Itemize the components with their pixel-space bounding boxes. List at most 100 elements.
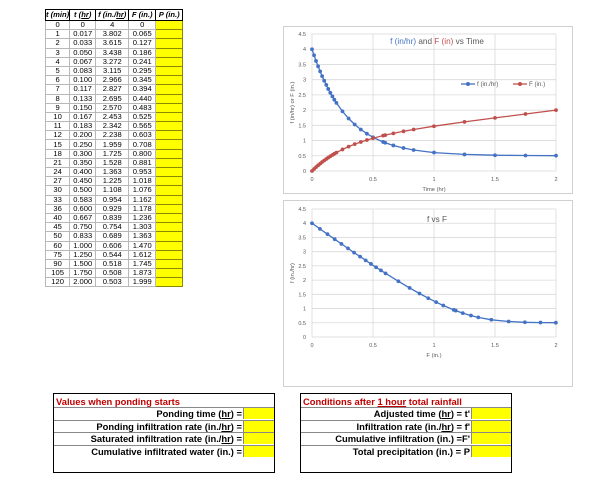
cell-P[interactable]	[155, 157, 184, 169]
cell-P[interactable]	[155, 249, 184, 260]
total-precipitation-cell[interactable]	[471, 445, 511, 457]
cell-P[interactable]	[155, 194, 184, 205]
cell-P[interactable]	[155, 212, 184, 224]
cell-f[interactable]: 0.839	[95, 212, 130, 224]
cell-t-min[interactable]: 9	[44, 102, 71, 113]
cell-f[interactable]: 0.606	[95, 240, 130, 251]
cell-F[interactable]: 0.953	[128, 166, 157, 178]
cell-F[interactable]: 1.303	[128, 222, 157, 233]
cell-f[interactable]: 1.528	[95, 157, 130, 169]
cumulative-infiltration-cell[interactable]	[471, 433, 511, 444]
cell-f[interactable]: 3.802	[95, 29, 130, 40]
cell-F[interactable]: 1.018	[128, 176, 157, 187]
cell-F[interactable]: 0.241	[128, 56, 157, 67]
cell-P[interactable]	[155, 240, 184, 251]
cell-F[interactable]: 1.076	[128, 185, 157, 196]
cell-t-min[interactable]: 24	[44, 166, 71, 178]
header-P[interactable]: P (in.)	[155, 9, 184, 21]
cell-P[interactable]	[155, 56, 184, 67]
cell-P[interactable]	[155, 47, 184, 58]
cell-P[interactable]	[155, 148, 184, 159]
cell-f[interactable]: 3.272	[95, 56, 130, 67]
cell-f[interactable]: 0.754	[95, 222, 130, 233]
cell-f[interactable]: 3.438	[95, 47, 130, 58]
cell-t-hr[interactable]: 0.033	[69, 38, 97, 49]
cell-t-min[interactable]: 21	[44, 157, 71, 169]
cell-t-min[interactable]: 60	[44, 240, 71, 251]
cell-f[interactable]: 2.570	[95, 102, 130, 113]
cell-P[interactable]	[155, 19, 184, 31]
cell-t-hr[interactable]: 0.350	[69, 157, 97, 169]
cell-f[interactable]: 0.518	[95, 258, 130, 270]
cell-f[interactable]: 0.929	[95, 203, 130, 214]
cell-t-hr[interactable]: 2.000	[69, 277, 97, 288]
cell-t-hr[interactable]: 0.500	[69, 185, 97, 196]
cell-t-hr[interactable]: 1.500	[69, 258, 97, 270]
cell-t-hr[interactable]: 0.400	[69, 166, 97, 178]
cell-f[interactable]: 2.966	[95, 75, 130, 86]
saturated-rate-cell[interactable]	[243, 433, 274, 444]
cell-t-min[interactable]: 75	[44, 249, 71, 260]
cell-f[interactable]: 2.238	[95, 130, 130, 141]
cell-t-min[interactable]: 4	[44, 56, 71, 67]
cell-t-hr[interactable]: 0.667	[69, 212, 97, 224]
cell-f[interactable]: 0.689	[95, 231, 130, 242]
cell-P[interactable]	[155, 203, 184, 214]
cell-F[interactable]: 0.881	[128, 157, 157, 169]
cell-t-hr[interactable]: 1.000	[69, 240, 97, 251]
cell-P[interactable]	[155, 258, 184, 270]
header-f[interactable]: f (in./hr)	[95, 9, 130, 21]
cell-F[interactable]: 0	[128, 19, 157, 31]
cell-F[interactable]: 1.236	[128, 212, 157, 224]
cell-t-min[interactable]: 33	[44, 194, 71, 205]
cell-F[interactable]: 0.065	[128, 29, 157, 40]
cell-t-min[interactable]: 105	[44, 268, 71, 279]
cell-P[interactable]	[155, 38, 184, 49]
cell-t-hr[interactable]: 0.083	[69, 65, 97, 77]
cell-F[interactable]: 1.999	[128, 277, 157, 288]
cell-t-hr[interactable]: 1.750	[69, 268, 97, 279]
cell-t-hr[interactable]: 0.183	[69, 121, 97, 132]
cell-P[interactable]	[155, 166, 184, 178]
cell-P[interactable]	[155, 139, 184, 150]
cell-t-min[interactable]: 50	[44, 231, 71, 242]
cell-P[interactable]	[155, 93, 184, 104]
cell-F[interactable]: 1.745	[128, 258, 157, 270]
cell-t-hr[interactable]: 0.200	[69, 130, 97, 141]
cell-P[interactable]	[155, 65, 184, 77]
cell-F[interactable]: 1.363	[128, 231, 157, 242]
cell-t-hr[interactable]: 0.583	[69, 194, 97, 205]
cell-f[interactable]: 2.342	[95, 121, 130, 132]
cell-P[interactable]	[155, 130, 184, 141]
cell-t-min[interactable]: 5	[44, 65, 71, 77]
cell-f[interactable]: 0.508	[95, 268, 130, 279]
cell-f[interactable]: 1.225	[95, 176, 130, 187]
cell-t-hr[interactable]: 0.050	[69, 47, 97, 58]
cell-P[interactable]	[155, 84, 184, 95]
cell-t-min[interactable]: 10	[44, 111, 71, 123]
cell-F[interactable]: 0.345	[128, 75, 157, 86]
cell-t-min[interactable]: 36	[44, 203, 71, 214]
cell-t-min[interactable]: 6	[44, 75, 71, 86]
cell-P[interactable]	[155, 29, 184, 40]
cell-f[interactable]: 2.695	[95, 93, 130, 104]
header-F[interactable]: F (in.)	[128, 9, 157, 21]
cell-t-hr[interactable]: 0.117	[69, 84, 97, 95]
cell-F[interactable]: 1.470	[128, 240, 157, 251]
cell-F[interactable]: 0.603	[128, 130, 157, 141]
cell-P[interactable]	[155, 185, 184, 196]
cell-P[interactable]	[155, 176, 184, 187]
cell-t-min[interactable]: 40	[44, 212, 71, 224]
cell-f[interactable]: 3.615	[95, 38, 130, 49]
cell-P[interactable]	[155, 222, 184, 233]
cell-f[interactable]: 2.827	[95, 84, 130, 95]
cell-P[interactable]	[155, 75, 184, 86]
cell-t-min[interactable]: 18	[44, 148, 71, 159]
cell-P[interactable]	[155, 277, 184, 288]
cell-f[interactable]: 0.954	[95, 194, 130, 205]
cell-F[interactable]: 0.483	[128, 102, 157, 113]
cell-t-min[interactable]: 11	[44, 121, 71, 132]
header-t-hr[interactable]: t (hr)	[69, 9, 97, 21]
cell-F[interactable]: 0.800	[128, 148, 157, 159]
cell-t-hr[interactable]: 0.833	[69, 231, 97, 242]
